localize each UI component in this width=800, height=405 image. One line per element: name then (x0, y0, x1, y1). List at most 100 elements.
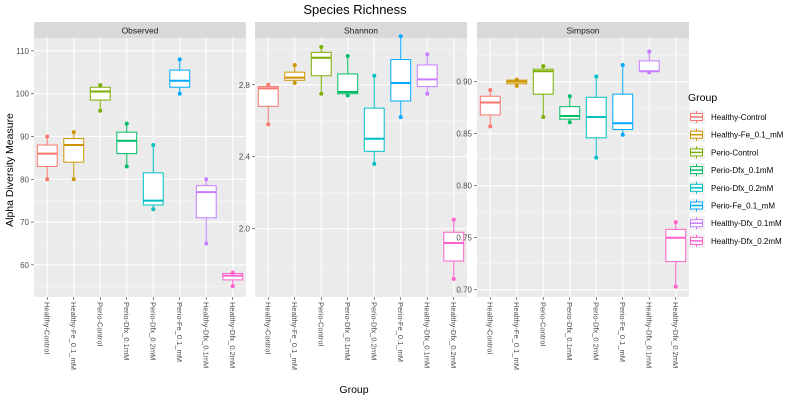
facet-strip (34, 22, 246, 38)
data-point (230, 270, 235, 275)
box-healthy-control (479, 88, 501, 129)
facet-strip (477, 22, 689, 38)
box-iqr (416, 64, 438, 88)
panel-background (34, 38, 246, 297)
data-point (514, 77, 519, 82)
box-perio-fe-0-1-mm (612, 63, 634, 137)
data-point (647, 70, 652, 75)
x-tick-label: Healthy-Fe_0.1_mM (512, 302, 521, 370)
x-tick-label: Healthy-Control (263, 302, 272, 354)
box-healthy-dfx-0-2mm (222, 270, 244, 289)
box-perio-control (532, 64, 554, 120)
data-point (266, 122, 271, 127)
y-tick-label: 60 (20, 261, 29, 270)
x-tick-label: Perio-Control (538, 302, 547, 347)
box-iqr (479, 95, 501, 116)
box-iqr (169, 69, 191, 88)
box-healthy-fe-0-1-mm (506, 77, 528, 88)
y-tick-label: 80 (20, 175, 29, 184)
data-point (292, 62, 297, 67)
legend: Group Healthy-Control Healthy-Fe_0.1_mM Pe… (688, 92, 784, 248)
legend-label: Perio-Dfx_0.2mM (711, 184, 774, 193)
y-tick-label: 2.0 (239, 225, 251, 234)
box-healthy-dfx-0-1mm (638, 49, 660, 75)
box-iqr (116, 131, 138, 155)
x-tick-label: Perio-Dfx_0.2mM (591, 302, 600, 360)
legend-key (688, 180, 705, 195)
legend-label: Perio-Fe_0.1_mM (711, 202, 775, 211)
box-perio-dfx-0-1mm (116, 121, 138, 169)
x-tick-label: Perio-Dfx_0.1mM (343, 302, 352, 360)
y-tick-label: 70 (20, 218, 29, 227)
y-tick-label: 0.80 (456, 182, 472, 191)
y-tick-label: 0.75 (456, 234, 472, 243)
data-point (541, 115, 546, 120)
panel-background (477, 38, 689, 297)
data-point (124, 121, 129, 126)
x-tick-label: Healthy-Dfx_0.2mM (228, 302, 237, 368)
box-iqr (363, 107, 385, 152)
legend-key (688, 198, 705, 213)
panel-shannon: Shannon 2.0 2.4 2.8 Healthy-Control Healthy-F… (239, 22, 467, 370)
legend-title: Group (688, 92, 717, 104)
x-tick-label: Perio-Fe_0.1_mM (618, 302, 627, 362)
box-perio-control (89, 83, 111, 113)
data-point (647, 49, 652, 54)
x-tick-label: Healthy-Dfx_0.2mM (671, 302, 680, 368)
data-point (594, 155, 599, 160)
box-healthy-dfx-0-2mm (665, 220, 687, 289)
panels-layer: Observed 60 70 80 90 100 110 Healthy-Control Hea… (16, 22, 689, 370)
box-iqr (665, 228, 687, 263)
data-point (177, 57, 182, 62)
data-point (71, 130, 76, 135)
box-healthy-dfx-0-1mm (195, 177, 217, 246)
facet-strip-label: Shannon (344, 26, 378, 36)
box-iqr (638, 60, 660, 72)
data-point (398, 115, 403, 120)
data-point (372, 161, 377, 166)
y-tick-label: 0.85 (456, 130, 472, 139)
x-tick-label: Perio-Fe_0.1_mM (396, 302, 405, 362)
box-healthy-dfx-0-1mm (416, 52, 438, 96)
legend-key (688, 233, 705, 248)
x-tick-label: Perio-Control (316, 302, 325, 347)
legend-key (688, 110, 705, 124)
panel-observed: Observed 60 70 80 90 100 110 Healthy-Control Hea… (16, 22, 246, 370)
data-point (98, 83, 103, 88)
data-point (266, 82, 271, 87)
y-tick-label: 0.70 (456, 286, 472, 295)
legend-label: Healthy-Dfx_0.1mM (711, 219, 782, 228)
data-point (45, 177, 50, 182)
data-point (425, 91, 430, 96)
data-point (319, 91, 324, 96)
data-point (451, 277, 456, 282)
box-perio-fe-0-1-mm (169, 57, 191, 96)
data-point (345, 53, 350, 58)
data-point (425, 52, 430, 57)
x-tick-label: Perio-Dfx_0.2mM (148, 302, 157, 360)
box-perio-control (310, 44, 332, 96)
x-tick-label: Healthy-Dfx_0.1mM (201, 302, 210, 368)
legend-key (688, 127, 705, 142)
data-point (45, 134, 50, 139)
y-tick-label: 90 (20, 132, 29, 141)
legend-label: Healthy-Control (711, 113, 767, 122)
x-tick-label: Perio-Dfx_0.2mM (369, 302, 378, 360)
box-iqr (310, 51, 332, 77)
x-tick-label: Healthy-Dfx_0.1mM (644, 302, 653, 368)
data-point (372, 73, 377, 78)
panel-simpson: Simpson 0.70 0.75 0.80 0.85 0.90 Healthy-Contr… (456, 22, 689, 370)
box-iqr (36, 144, 58, 167)
box-iqr (142, 172, 164, 206)
data-point (204, 241, 209, 246)
box-iqr (390, 59, 412, 102)
data-point (488, 124, 493, 129)
box-iqr (284, 71, 306, 81)
data-point (230, 284, 235, 289)
x-tick-label: Perio-Control (95, 302, 104, 347)
y-axis-title: Alpha Diversity Measure (4, 113, 16, 227)
x-tick-label: Healthy-Fe_0.1_mM (69, 302, 78, 370)
y-tick-label: 110 (16, 47, 29, 56)
box-iqr (612, 93, 634, 131)
